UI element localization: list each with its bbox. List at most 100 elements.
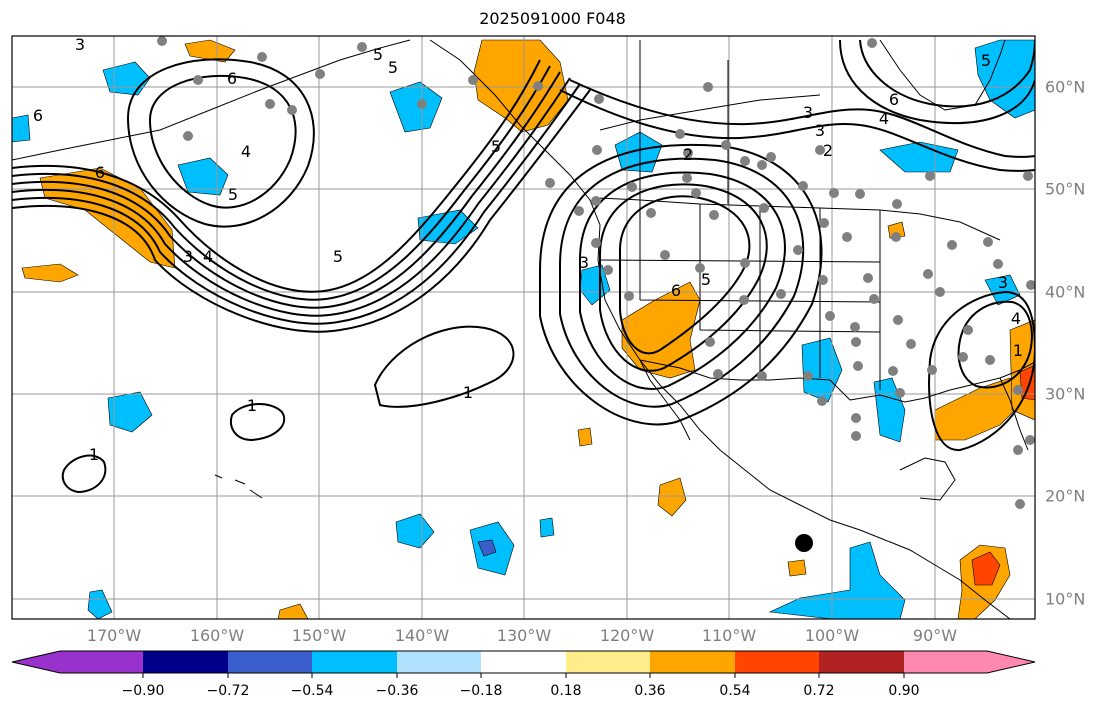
colorbar xyxy=(11,650,1036,678)
lon-label: 150°W xyxy=(291,626,347,645)
colorbar-tick-label: −0.72 xyxy=(206,683,250,699)
lat-label: 50°N xyxy=(1045,179,1086,199)
contour-trough-3 xyxy=(12,71,561,309)
baja-california xyxy=(639,359,691,441)
contour-canada-trough xyxy=(559,89,1035,172)
colorbar-swatch xyxy=(650,651,735,673)
contour-label: 3 xyxy=(75,35,85,54)
contour-label: 5 xyxy=(388,58,398,77)
contour-east-low-2 xyxy=(957,300,1033,389)
contour-low-1 xyxy=(619,195,751,355)
orange-patch-gulf-alaska xyxy=(473,39,569,133)
blue-patch-k xyxy=(395,513,435,549)
colorbar-tick-label: −0.54 xyxy=(290,683,334,699)
contour-label: 2 xyxy=(823,141,833,160)
lat-label: 20°N xyxy=(1045,486,1086,506)
map-frame xyxy=(11,35,1036,620)
north-america-coast xyxy=(429,39,1011,619)
contour-label: 5 xyxy=(228,185,238,204)
map-title: 2025091000 F048 xyxy=(479,9,626,28)
alaska-coast xyxy=(12,39,411,161)
storm-marker xyxy=(795,534,813,552)
colorbar-tick-label: −0.36 xyxy=(375,683,419,699)
red-patch-central-america xyxy=(971,551,1001,586)
blue-patch-m xyxy=(768,541,906,619)
blue-patch-c xyxy=(389,81,443,133)
contour-label: 5 xyxy=(373,45,383,64)
contour-label: 4 xyxy=(203,247,213,266)
us-mexico-border xyxy=(639,359,851,401)
lat-label: 10°N xyxy=(1045,589,1086,609)
orange-patch-small-c xyxy=(277,603,309,619)
colorbar-swatch xyxy=(228,651,312,673)
colorbar-tick-label: 0.72 xyxy=(803,683,835,699)
colorbar-tick-label: −0.18 xyxy=(459,683,503,699)
contour-label: 4 xyxy=(241,142,251,161)
contour-ne-high-2 xyxy=(859,39,1035,108)
contour-label: 4 xyxy=(1011,309,1021,328)
contour-label: 1 xyxy=(463,383,473,402)
colorbar-tick-label: −0.90 xyxy=(121,683,165,699)
purple-patch xyxy=(477,539,497,557)
contour-label: 5 xyxy=(981,51,991,70)
colorbar-swatch xyxy=(735,651,819,673)
blue-patch-h xyxy=(801,337,843,403)
contour-label: 1 xyxy=(247,396,257,415)
florida xyxy=(999,377,1029,451)
canada-provinces xyxy=(599,40,821,204)
lon-label: 90°W xyxy=(912,626,958,645)
contour-canada-trough-2 xyxy=(569,79,1035,158)
contour-label: 3 xyxy=(579,253,589,272)
contour-low-4 xyxy=(559,157,805,408)
contour-label: 4 xyxy=(879,109,889,128)
colorbar-swatch xyxy=(312,651,397,673)
contour-label-group: 3 6 6 4 5 5 6 3 4 5 5 5 1 1 1 2 3 6 3 2 … xyxy=(33,35,1023,464)
contour-label: 6 xyxy=(33,106,43,125)
contour-ne-high xyxy=(839,39,1035,124)
colorbar-swatch xyxy=(819,651,904,673)
contour-label: 2 xyxy=(683,145,693,164)
colorbar-swatch xyxy=(481,651,566,673)
contour-label: 5 xyxy=(333,247,343,266)
lon-label: 140°W xyxy=(394,626,450,645)
blue-patch-j xyxy=(107,391,153,433)
blue-patch-r xyxy=(87,589,113,619)
hudson-bay xyxy=(879,39,1006,111)
colorbar-extend-left xyxy=(12,651,60,673)
lon-label: 130°W xyxy=(496,626,552,645)
colorbar-extend-right xyxy=(987,651,1035,673)
colorbar-tick-label: 0.90 xyxy=(888,683,920,699)
contour-label: 3 xyxy=(815,121,825,140)
orange-patch-baja xyxy=(621,281,701,379)
orange-patch-tropic xyxy=(657,477,687,517)
colorbar-swatch xyxy=(566,651,650,673)
lon-label: 160°W xyxy=(189,626,245,645)
blue-patch-i xyxy=(873,377,906,443)
contour-one-b xyxy=(230,403,285,442)
lon-label: 170°W xyxy=(86,626,142,645)
contour-trough-2 xyxy=(12,65,551,301)
contour-one-a xyxy=(373,325,515,408)
colorbar-swatch xyxy=(60,651,143,673)
contour-label: 1 xyxy=(89,445,99,464)
gulf-coast xyxy=(849,361,1035,403)
contour-trough-6 xyxy=(12,89,591,333)
colorbar-tick-label: 0.54 xyxy=(719,683,751,699)
contour-low-5 xyxy=(539,143,823,426)
contour-low-2 xyxy=(599,183,768,372)
lat-label: 40°N xyxy=(1045,282,1086,302)
contour-trough-5 xyxy=(12,83,581,325)
lat-label: 60°N xyxy=(1045,77,1086,97)
contour-one-c xyxy=(61,454,107,494)
blue-patch-p xyxy=(12,114,31,143)
colorbar-tick-label: 0.18 xyxy=(550,683,582,699)
blue-patch-o xyxy=(984,274,1021,306)
lon-label: 120°W xyxy=(599,626,655,645)
blue-patch-b xyxy=(177,157,229,196)
coastlines xyxy=(12,39,1035,619)
contour-label: 1 xyxy=(1013,341,1023,360)
lon-label: 110°W xyxy=(701,626,757,645)
lat-label: 30°N xyxy=(1045,384,1086,404)
contour-lines xyxy=(12,39,1035,494)
